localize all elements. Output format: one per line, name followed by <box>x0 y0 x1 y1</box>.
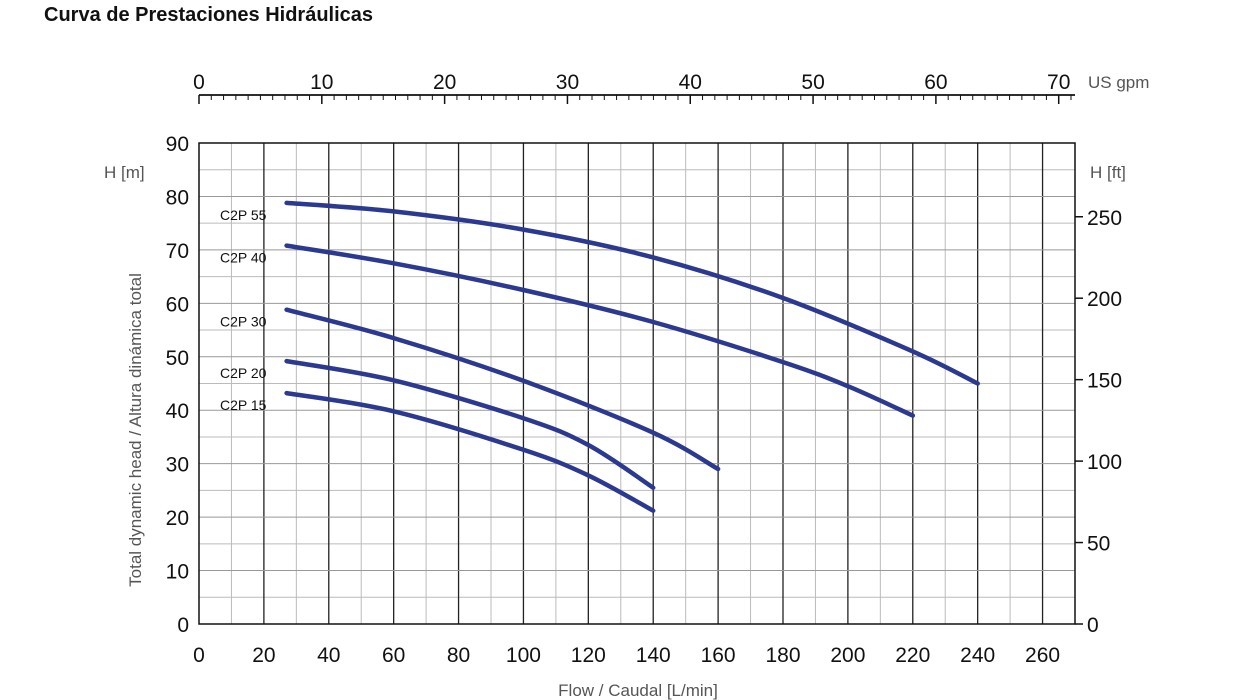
x2-tick-label: 40 <box>679 71 702 94</box>
x-tick-label: 80 <box>447 644 470 667</box>
y-unit-label: H [m] <box>104 163 145 182</box>
x2-tick-label: 30 <box>556 71 579 94</box>
y2-tick-label: 250 <box>1087 207 1122 230</box>
y-tick-label: 10 <box>166 561 189 584</box>
y2-tick-label: 50 <box>1087 533 1110 556</box>
x2-tick-label: 0 <box>193 71 205 94</box>
series-line-c2p-55 <box>284 200 980 386</box>
x-tick-label: 260 <box>1025 644 1060 667</box>
axis-ticks: 0 20 40 60 80 100 120 140 160 180 200 220 240 2600102… <box>166 133 1122 667</box>
y-tick-label: 50 <box>166 347 189 370</box>
series-labels: C2P 55 C2P 40 C2P 30 C2P 20 C2P 15 <box>220 207 267 413</box>
y-tick-label: 20 <box>166 507 189 530</box>
x-tick-label: 0 <box>193 644 205 667</box>
x2-tick-label: 60 <box>924 71 947 94</box>
series-line-c2p-40 <box>284 243 916 418</box>
y-tick-label: 80 <box>166 186 189 209</box>
y2-unit-label: H [ft] <box>1090 163 1126 182</box>
y2-tick-label: 0 <box>1087 614 1099 637</box>
series-label-c2p-20: C2P 20 <box>220 365 267 381</box>
x2-tick-label: 70 <box>1047 71 1070 94</box>
series-label-c2p-15: C2P 15 <box>220 397 267 413</box>
y-tick-label: 70 <box>166 240 189 263</box>
x-tick-label: 180 <box>765 644 800 667</box>
y-axis-label: Total dynamic head / Altura dinámica tot… <box>126 273 145 587</box>
x-tick-label: 40 <box>317 644 340 667</box>
y-tick-label: 90 <box>166 133 189 156</box>
x-tick-label: 160 <box>701 644 736 667</box>
x-tick-label: 220 <box>895 644 930 667</box>
series-line-c2p-20 <box>284 358 656 490</box>
top-axis-gpm: 0 10 20 30 40 50 60 70 <box>193 71 1075 104</box>
y2-tick-label: 200 <box>1087 288 1122 311</box>
x-tick-label: 20 <box>252 644 275 667</box>
x-tick-label: 240 <box>960 644 995 667</box>
y-tick-label: 30 <box>166 454 189 477</box>
y2-tick-label: 150 <box>1087 370 1122 393</box>
series-label-c2p-40: C2P 40 <box>220 250 267 266</box>
plot-frame <box>198 142 1076 625</box>
x2-tick-label: 10 <box>310 71 333 94</box>
x-tick-label: 60 <box>382 644 405 667</box>
x-tick-label: 140 <box>636 644 671 667</box>
x2-tick-label: 20 <box>433 71 456 94</box>
x2-tick-label: 50 <box>801 71 824 94</box>
series-line-c2p-30 <box>284 307 721 472</box>
y2-tick-label: 100 <box>1087 451 1122 474</box>
x-axis-label: Flow / Caudal [L/min] <box>558 681 718 700</box>
page-title: Curva de Prestaciones Hidráulicas <box>44 4 373 26</box>
major-grid <box>199 143 1075 624</box>
y-tick-label: 60 <box>166 293 189 316</box>
x2-unit-label: US gpm <box>1088 73 1149 92</box>
x-tick-label: 200 <box>830 644 865 667</box>
y-tick-label: 40 <box>166 400 189 423</box>
x-tick-label: 100 <box>506 644 541 667</box>
series-line-c2p-15 <box>284 390 656 513</box>
minor-grid <box>199 143 1075 624</box>
series-label-c2p-55: C2P 55 <box>220 207 267 223</box>
series-label-c2p-30: C2P 30 <box>220 314 267 330</box>
series-lines <box>284 200 980 513</box>
y-tick-label: 0 <box>177 614 189 637</box>
x-tick-label: 120 <box>571 644 606 667</box>
